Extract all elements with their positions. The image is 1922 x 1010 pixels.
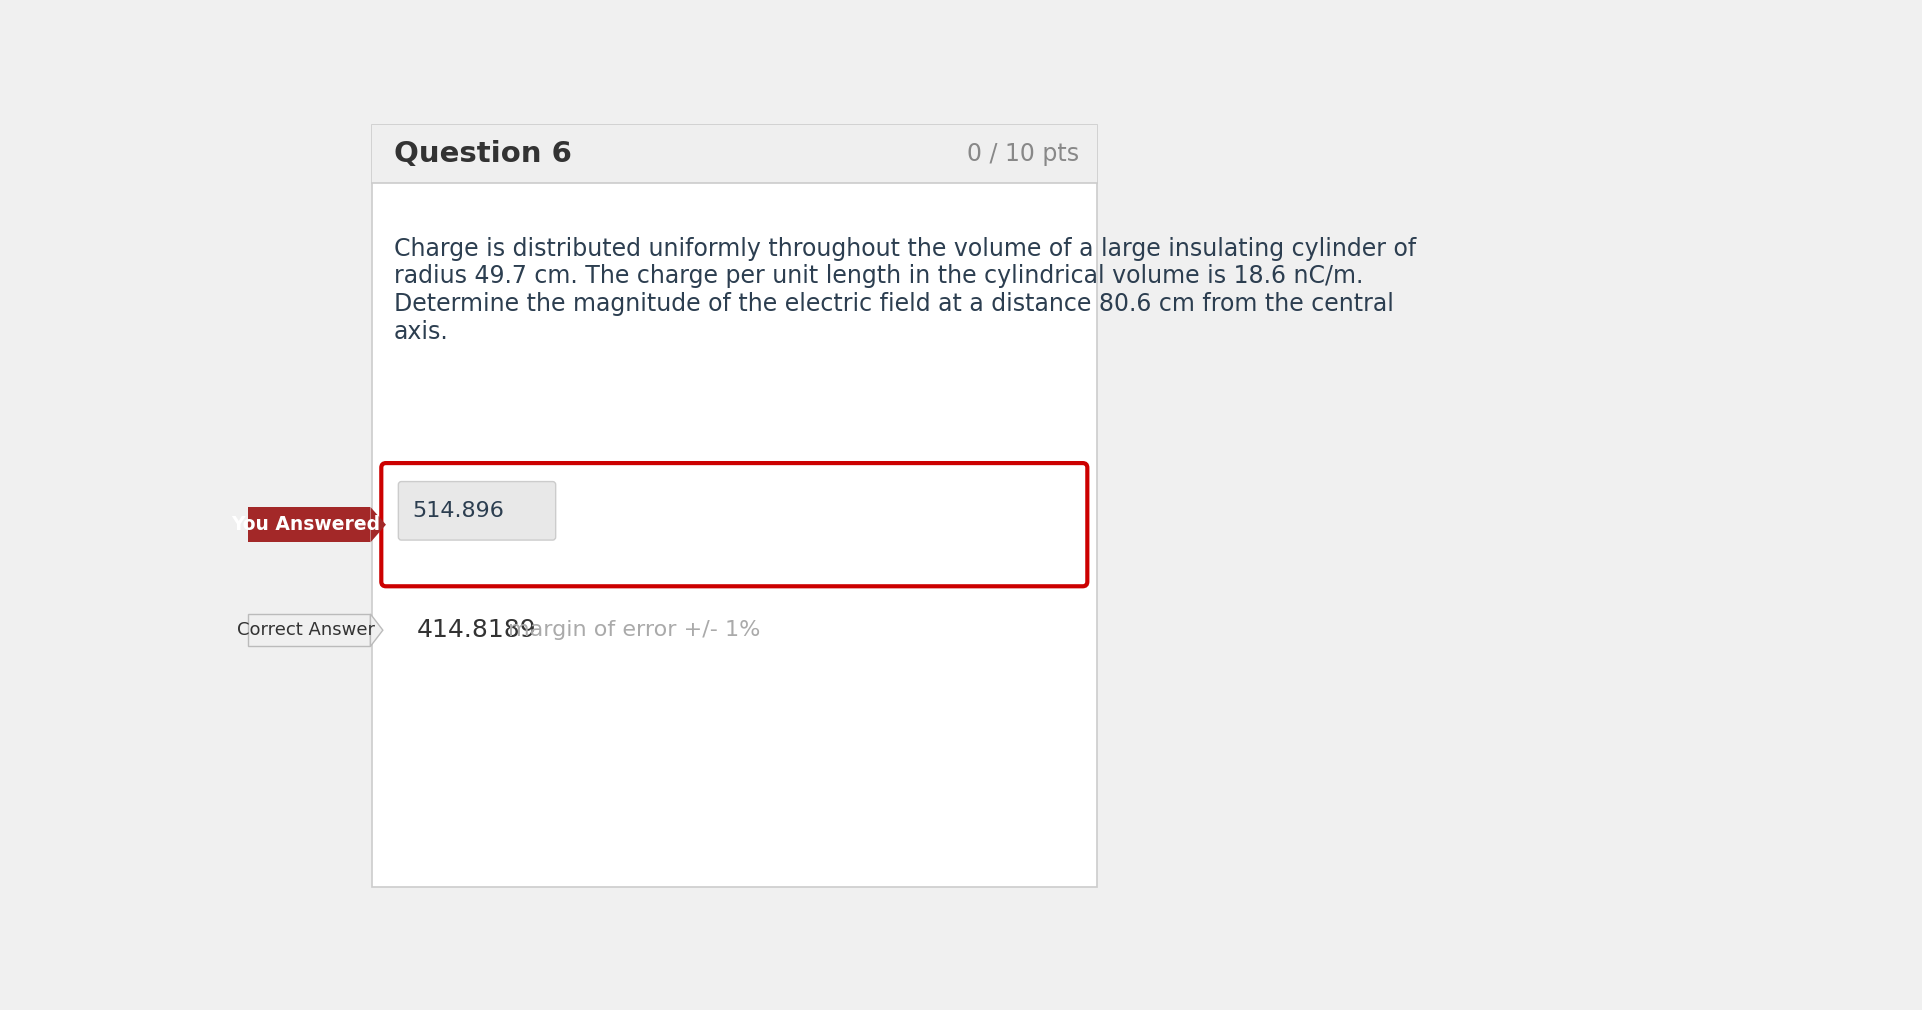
FancyBboxPatch shape xyxy=(248,507,371,542)
Polygon shape xyxy=(371,614,382,646)
Text: Charge is distributed uniformly throughout the volume of a large insulating cyli: Charge is distributed uniformly througho… xyxy=(394,236,1417,261)
Text: Determine the magnitude of the electric field at a distance 80.6 cm from the cen: Determine the magnitude of the electric … xyxy=(394,292,1393,316)
Text: axis.: axis. xyxy=(394,320,448,343)
FancyBboxPatch shape xyxy=(248,614,371,646)
Text: margin of error +/- 1%: margin of error +/- 1% xyxy=(509,620,761,640)
Text: Correct Answer: Correct Answer xyxy=(236,621,375,639)
Text: 0 / 10 pts: 0 / 10 pts xyxy=(967,142,1080,166)
FancyBboxPatch shape xyxy=(398,482,555,540)
FancyBboxPatch shape xyxy=(373,125,1097,183)
Polygon shape xyxy=(371,507,386,542)
Text: 514.896: 514.896 xyxy=(413,501,504,521)
FancyBboxPatch shape xyxy=(381,463,1088,586)
Text: 414.8189: 414.8189 xyxy=(417,618,536,642)
FancyBboxPatch shape xyxy=(373,125,1097,888)
Text: You Answered: You Answered xyxy=(231,515,381,534)
Text: Question 6: Question 6 xyxy=(394,140,571,168)
Text: radius 49.7 cm. The charge per unit length in the cylindrical volume is 18.6 nC/: radius 49.7 cm. The charge per unit leng… xyxy=(394,265,1363,289)
